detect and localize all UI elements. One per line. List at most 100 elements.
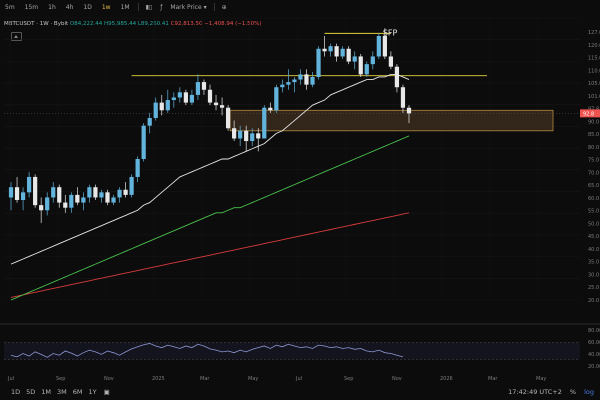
candle-body bbox=[165, 100, 170, 111]
candle-body bbox=[8, 187, 14, 198]
time-tick-label: Nov bbox=[104, 376, 114, 382]
candle-body bbox=[129, 176, 134, 195]
candle-body bbox=[87, 187, 92, 198]
moving-averages-group bbox=[10, 73, 410, 301]
candle-body bbox=[111, 197, 116, 203]
time-tick-label: May bbox=[248, 376, 258, 382]
time-tick-label: Sep bbox=[56, 376, 65, 382]
range-1M[interactable]: 1M bbox=[41, 388, 52, 396]
candle-body bbox=[394, 66, 400, 88]
candle-body bbox=[177, 92, 182, 98]
candle-body bbox=[51, 187, 56, 198]
timeframe-1w[interactable]: 1w bbox=[101, 3, 111, 11]
candle-body bbox=[135, 159, 140, 177]
candle-body bbox=[105, 192, 110, 203]
candle-body bbox=[232, 128, 237, 139]
candle-body bbox=[280, 84, 285, 88]
candle-body bbox=[346, 48, 351, 62]
price-type-label: Mark Price bbox=[170, 3, 202, 11]
candle-body bbox=[33, 176, 38, 206]
toolbar-divider bbox=[137, 3, 139, 11]
price-tick-label: 127.0 bbox=[588, 30, 600, 36]
price-tick-label: 101.0 bbox=[588, 94, 600, 100]
candle-body bbox=[274, 87, 279, 111]
candles-group bbox=[8, 28, 412, 224]
time-tick-label: Mar bbox=[488, 376, 498, 382]
candle-body bbox=[20, 192, 26, 201]
candle-body bbox=[26, 176, 32, 193]
candle-body bbox=[39, 205, 44, 211]
candle-body bbox=[195, 82, 201, 95]
range-1Y[interactable]: 1Y bbox=[88, 388, 97, 396]
time-tick-label: 2025 bbox=[152, 376, 165, 382]
timeframe-1D[interactable]: 1D bbox=[83, 3, 92, 11]
candle-type-icon[interactable]: ▮▯ bbox=[145, 3, 153, 11]
price-tick-label: 85.0 bbox=[588, 132, 599, 138]
range-6M[interactable]: 6M bbox=[72, 388, 83, 396]
range-5D[interactable]: 5D bbox=[26, 388, 36, 396]
range-1D[interactable]: 1D bbox=[11, 388, 21, 396]
rsi-tick-label: 20.00 bbox=[588, 364, 600, 370]
sfp-label: SFP bbox=[383, 28, 398, 37]
candle-body bbox=[238, 130, 243, 139]
candle-body bbox=[340, 48, 345, 57]
toolbar: 5m 15m 1h 4h 1D 1w 1M ▮▯ ƒ Mark Price ▾ ⊕ bbox=[0, 0, 600, 14]
price-tick-label: 55.0 bbox=[588, 209, 599, 215]
price-chart[interactable]: SFP 127.0120.0115.0110.0105.0101.097.890… bbox=[0, 0, 600, 384]
timeframe-1M[interactable]: 1M bbox=[120, 3, 130, 11]
candle-body bbox=[328, 46, 333, 52]
time-tick-label: May bbox=[536, 376, 546, 382]
candle-body bbox=[376, 35, 381, 57]
candle-body bbox=[63, 202, 68, 208]
log-toggle[interactable]: log bbox=[584, 388, 594, 396]
candle-body bbox=[364, 64, 369, 75]
indicator-icon[interactable]: ƒ bbox=[160, 3, 163, 11]
candle-body bbox=[153, 102, 158, 118]
candle-body bbox=[171, 97, 176, 101]
timeframe-4h[interactable]: 4h bbox=[65, 3, 74, 11]
rsi-tick-label: 60.00 bbox=[588, 340, 600, 346]
percent-toggle[interactable]: % bbox=[569, 388, 577, 396]
rsi-pane: 80.00 60.00 40.00 20.00 bbox=[0, 323, 600, 370]
candle-body bbox=[141, 125, 146, 159]
price-tick-label: 80.0 bbox=[588, 145, 599, 151]
open-value: O84,222.44 bbox=[69, 21, 103, 27]
calendar-icon[interactable]: ▣ bbox=[103, 388, 110, 396]
candle-body bbox=[406, 107, 412, 114]
price-tick-label: 50.0 bbox=[588, 221, 599, 227]
collapse-legend-icon[interactable] bbox=[11, 32, 22, 41]
candle-body bbox=[262, 107, 267, 139]
ma-short-line bbox=[10, 73, 410, 265]
change-value: −1,408.94 (−1.50%) bbox=[204, 21, 262, 27]
candle-body bbox=[268, 107, 273, 111]
candle-body bbox=[304, 74, 309, 85]
candle-body bbox=[322, 48, 327, 52]
time-tick-label: Mar bbox=[200, 376, 210, 382]
time-tick-label: Jul bbox=[7, 376, 14, 382]
close-value: C92,813.50 bbox=[170, 21, 203, 27]
timeframe-15m[interactable]: 15m bbox=[24, 3, 39, 11]
low-value: L89,260.41 bbox=[137, 21, 169, 27]
price-tick-label: 70.0 bbox=[588, 170, 599, 176]
timeframe-1h[interactable]: 1h bbox=[48, 3, 56, 11]
symbol-label: MBTCUSDT · 1W · Bybit bbox=[4, 21, 69, 27]
price-tick-label: 35.0 bbox=[588, 260, 599, 266]
time-tick-label: Jul bbox=[295, 376, 302, 382]
price-tick-label: 115.0 bbox=[588, 56, 600, 62]
range-selector: 1D 5D 1M 3M 6M 1Y bbox=[8, 388, 100, 396]
crosshair-icon[interactable]: ⊕ bbox=[221, 3, 227, 11]
time-tick-label: 2026 bbox=[440, 376, 453, 382]
levels-group: SFP bbox=[4, 28, 580, 114]
price-tick-label: 105.0 bbox=[588, 81, 600, 87]
candle-body bbox=[99, 192, 104, 198]
candle-body bbox=[250, 133, 255, 142]
price-type-dropdown[interactable]: Mark Price ▾ bbox=[170, 3, 207, 11]
price-tick-label: 60.0 bbox=[588, 196, 599, 202]
timeframe-5m[interactable]: 5m bbox=[5, 3, 15, 11]
range-3M[interactable]: 3M bbox=[57, 388, 67, 396]
ohlc-legend: MBTCUSDT · 1W · Bybit O84,222.44 H95,985… bbox=[4, 21, 262, 27]
candle-body bbox=[201, 82, 207, 90]
main-grid bbox=[4, 17, 580, 301]
rsi-band bbox=[4, 342, 580, 360]
time-tick-label: Sep bbox=[344, 376, 353, 382]
